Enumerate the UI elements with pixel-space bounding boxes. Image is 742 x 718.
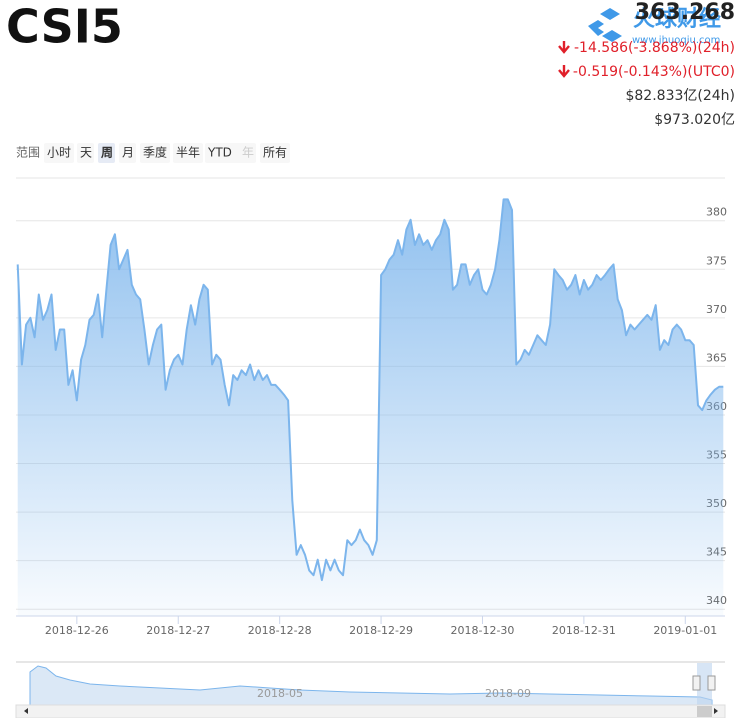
y-tick-label: 380	[706, 206, 727, 219]
y-tick-label: 375	[706, 254, 727, 267]
watermark: 火球财经 www.jhuoqiu.com	[588, 6, 721, 46]
range-button-label[interactable]: 周	[101, 146, 113, 160]
volume: $82.833亿(24h)	[625, 88, 735, 104]
x-tick-label: 2018-12-28	[248, 624, 312, 637]
navigator: 2018-05 2018-09	[16, 661, 725, 706]
range-button-label[interactable]: 月	[122, 146, 134, 160]
range-button[interactable]	[44, 143, 74, 163]
scrollbar[interactable]	[15, 704, 726, 718]
range-button-label[interactable]: 所有	[263, 146, 287, 160]
range-button[interactable]	[77, 143, 94, 163]
down-arrow	[558, 41, 570, 54]
y-tick-label: 365	[706, 351, 727, 364]
change-24h: -14.586(-3.868%)(24h)	[574, 40, 735, 56]
market-cap: $973.020亿	[654, 112, 735, 128]
price-line	[16, 198, 724, 582]
range-button-label[interactable]: 半年	[176, 146, 200, 160]
range-button[interactable]	[173, 143, 203, 163]
symbol: CSI5	[6, 0, 123, 54]
range-button[interactable]	[140, 143, 170, 163]
range-button-label[interactable]: 天	[80, 146, 92, 160]
navigator-label: 2018-09	[485, 687, 531, 700]
range-button-label[interactable]: 小时	[47, 146, 71, 160]
x-tick-label: 2018-12-30	[451, 624, 515, 637]
x-tick-label: 2018-12-27	[146, 624, 210, 637]
price: 363.268	[635, 0, 735, 25]
x-tick-label: 2019-01-01	[653, 624, 717, 637]
x-tick-label: 2018-12-29	[349, 624, 413, 637]
watermark-url: www.jhuoqiu.com	[632, 35, 720, 46]
y-tick-label: 370	[706, 303, 727, 316]
range-button[interactable]	[205, 143, 248, 163]
x-tick-label: 2018-12-31	[552, 624, 616, 637]
range-button	[239, 143, 256, 163]
down-arrow	[558, 65, 570, 78]
range-button[interactable]	[98, 143, 115, 163]
area-fill	[17, 199, 724, 616]
navigator-label: 2018-05	[257, 687, 303, 700]
change-utc0: -0.519(-0.143%)(UTC0)	[573, 64, 735, 80]
watermark-name: 火球财经	[633, 6, 721, 32]
range-button-label: 年	[242, 146, 254, 160]
range-button-label[interactable]: YTD	[207, 146, 232, 160]
range-button[interactable]	[119, 143, 136, 163]
range-label: 范围	[16, 146, 40, 160]
range-button-label[interactable]: 季度	[143, 145, 167, 160]
range-button[interactable]	[260, 143, 290, 163]
x-tick-label: 2018-12-26	[45, 624, 109, 637]
